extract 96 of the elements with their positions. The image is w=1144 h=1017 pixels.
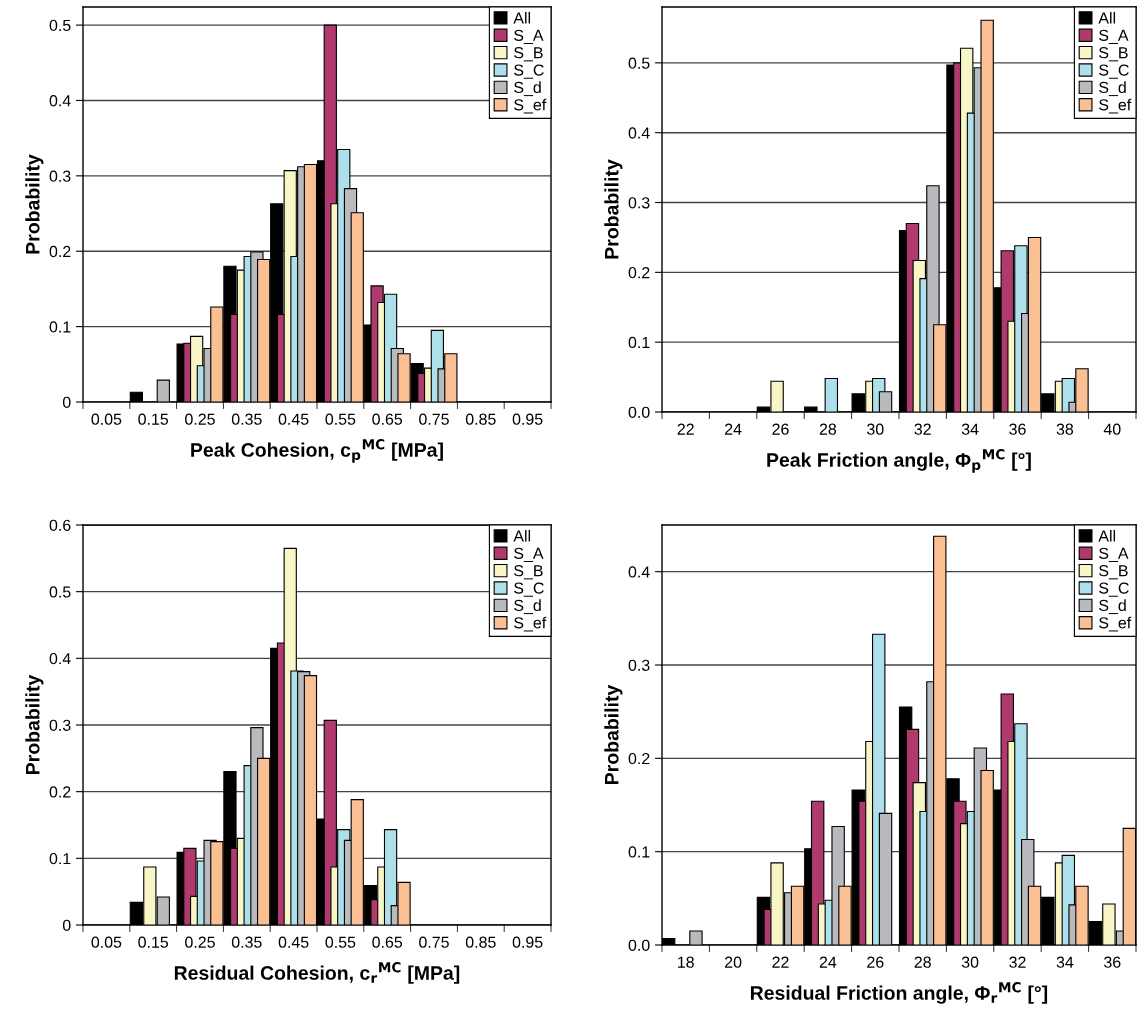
- legend-label: S_A: [514, 29, 544, 44]
- x-tick-label: 24: [725, 423, 742, 435]
- legend-label: S_C: [514, 64, 544, 79]
- x-tick-label: 0.55: [325, 413, 356, 425]
- y-axis-title: Probability: [25, 674, 44, 774]
- x-axis-title: Peak Friction angle, Φ$_{p}$$^{MC}$ [°]: [767, 449, 1031, 473]
- x-tick-label: 30: [867, 423, 884, 435]
- legend-label: S_ef: [1099, 616, 1132, 632]
- legend-label: S_C: [1099, 582, 1129, 597]
- y-tick-label: 0.3: [628, 659, 650, 671]
- y-tick-label: 0.3: [49, 170, 71, 182]
- y-tick-label: 0.5: [49, 19, 71, 32]
- y-tick-label: 0: [62, 919, 71, 931]
- legend-label: S_B: [514, 565, 543, 580]
- x-tick-label: 0.85: [465, 413, 496, 425]
- legend-label: S_C: [514, 582, 544, 597]
- x-tick-label: 24: [819, 956, 837, 968]
- legend-label: All: [1098, 11, 1116, 24]
- y-tick-label: 0.5: [49, 586, 71, 598]
- y-tick-label: 0.0: [628, 939, 650, 951]
- y-tick-label: 0.2: [49, 245, 71, 258]
- y-tick-label: 0.0: [628, 406, 650, 418]
- y-tick-label: 0.4: [49, 95, 71, 107]
- y-tick-label: 0.1: [628, 336, 650, 349]
- x-tick-label: 0.85: [465, 936, 496, 948]
- y-tick-label: 0.4: [628, 127, 650, 139]
- x-tick-label: 38: [1056, 423, 1074, 435]
- x-tick-label: 0.45: [278, 936, 309, 948]
- legend-label: S_ef: [514, 98, 547, 114]
- y-tick-label: 0: [62, 396, 71, 408]
- x-axis-title: Peak Cohesion, c$_{p}$$^{MC}$ [MPa]: [191, 439, 443, 463]
- x-axis-title: Residual Cohesion, c$_{r}$$^{MC}$ [MPa]: [174, 962, 460, 984]
- x-tick-label: 0.55: [325, 936, 356, 948]
- y-tick-label: 0.1: [49, 852, 71, 865]
- x-tick-label: 32: [1009, 956, 1026, 968]
- legend-label: S_A: [514, 547, 544, 562]
- legend-label: S_A: [1099, 29, 1129, 44]
- x-tick-label: 34: [961, 423, 979, 435]
- x-tick-label: 26: [772, 423, 789, 435]
- x-axis-title: Residual Friction angle, Φ$_{r}$$^{MC}$ [°]: [750, 982, 1048, 1004]
- x-tick-label: 0.65: [372, 936, 403, 948]
- x-tick-label: 0.95: [512, 936, 543, 948]
- legend-label: S_d: [514, 599, 541, 615]
- x-tick-label: 34: [1056, 956, 1074, 968]
- y-tick-label: 0.3: [628, 197, 650, 209]
- x-tick-label: 0.35: [231, 936, 262, 948]
- legend-label: S_B: [514, 47, 543, 62]
- legend-label: S_B: [1099, 47, 1128, 62]
- y-axis-title: Probability: [25, 154, 44, 254]
- y-tick-label: 0.2: [628, 266, 650, 279]
- x-tick-label: 0.45: [278, 413, 309, 425]
- x-tick-label: 0.05: [91, 413, 122, 425]
- x-tick-label: 0.15: [138, 936, 169, 948]
- legend-label: S_ef: [1099, 98, 1132, 114]
- x-tick-label: 0.75: [419, 413, 449, 425]
- y-tick-label: 0.1: [628, 846, 650, 858]
- y-tick-label: 0.4: [49, 652, 71, 665]
- x-tick-label: 0.75: [419, 936, 449, 948]
- legend-label: S_B: [1099, 565, 1128, 580]
- x-tick-label: 0.35: [231, 413, 262, 425]
- legend-label: All: [513, 529, 531, 542]
- x-tick-label: 22: [677, 423, 694, 435]
- x-tick-label: 36: [1104, 956, 1121, 968]
- x-tick-label: 0.25: [185, 413, 215, 425]
- legend-label: S_ef: [514, 616, 547, 632]
- legend-label: S_d: [514, 81, 541, 97]
- legend-label: All: [513, 11, 531, 24]
- x-tick-label: 36: [1009, 423, 1026, 435]
- y-tick-label: 0.5: [628, 57, 650, 69]
- y-tick-label: 0.2: [628, 752, 650, 765]
- x-tick-label: 32: [914, 423, 931, 435]
- legend-label: S_C: [1099, 64, 1129, 79]
- x-tick-label: 30: [961, 956, 979, 968]
- y-tick-label: 0.1: [49, 321, 71, 333]
- x-tick-label: 0.95: [512, 413, 543, 425]
- x-tick-label: 0.15: [138, 413, 169, 425]
- y-axis-title: Probability: [604, 159, 623, 259]
- legend-label: S_d: [1099, 81, 1126, 97]
- x-tick-label: 26: [867, 956, 884, 968]
- legend-label: S_d: [1099, 599, 1126, 615]
- legend-label: S_A: [1099, 547, 1129, 562]
- y-tick-label: 0.4: [628, 566, 650, 578]
- x-tick-label: 28: [819, 423, 837, 435]
- x-tick-label: 22: [772, 956, 789, 968]
- y-axis-title: Probability: [604, 684, 623, 784]
- x-tick-label: 0.25: [185, 936, 215, 948]
- x-tick-label: 20: [725, 956, 742, 968]
- y-tick-label: 0.6: [49, 519, 71, 531]
- x-tick-label: 28: [914, 956, 931, 968]
- x-tick-label: 0.05: [91, 936, 122, 948]
- x-tick-label: 0.65: [372, 413, 403, 425]
- x-tick-label: 18: [678, 956, 694, 968]
- y-tick-label: 0.2: [49, 786, 71, 798]
- y-tick-label: 0.3: [49, 719, 71, 731]
- x-tick-label: 40: [1103, 423, 1121, 435]
- legend-label: All: [1098, 529, 1116, 542]
